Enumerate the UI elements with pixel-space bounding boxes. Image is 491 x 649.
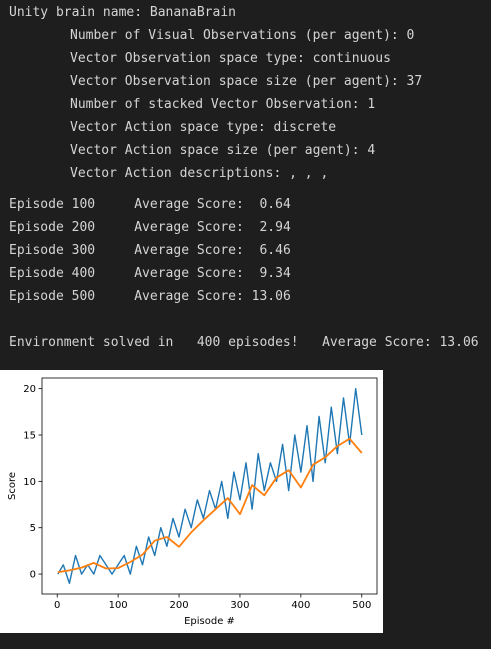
- y-tick-label: 15: [23, 431, 36, 442]
- episode-line-100: Episode 100 Average Score: 0.64: [9, 196, 291, 214]
- y-tick-label: 10: [23, 477, 36, 488]
- x-axis-label: Episode #: [184, 616, 235, 627]
- action-size-line: Vector Action space size (per agent): 4: [70, 142, 375, 160]
- stacked-observation-line: Number of stacked Vector Observation: 1: [70, 96, 375, 114]
- y-tick-label: 5: [30, 523, 36, 534]
- score-plot: 0 100 200 300 400 500 0 5 10 15 20 Episode # Score: [0, 370, 383, 633]
- x-tick-label: 0: [54, 600, 60, 611]
- y-tick-label: 20: [23, 384, 36, 395]
- y-tick-label: 0: [30, 570, 36, 581]
- episode-line-400: Episode 400 Average Score: 9.34: [9, 265, 291, 283]
- x-tick-label: 400: [291, 600, 310, 611]
- episode-line-200: Episode 200 Average Score: 2.94: [9, 219, 291, 237]
- y-axis-label: Score: [7, 472, 18, 500]
- observation-type-line: Vector Observation space type: continuou…: [70, 50, 391, 68]
- episode-line-500: Episode 500 Average Score: 13.06: [9, 288, 291, 306]
- x-tick-label: 300: [230, 600, 249, 611]
- observation-size-line: Vector Observation space size (per agent…: [70, 73, 422, 91]
- score-plot-svg: 0 100 200 300 400 500 0 5 10 15 20 Episode # Score: [0, 370, 383, 633]
- x-tick-label: 200: [169, 600, 188, 611]
- action-descriptions-line: Vector Action descriptions: , , ,: [70, 165, 328, 183]
- x-tick-label: 500: [352, 600, 371, 611]
- x-tick-label: 100: [109, 600, 128, 611]
- visual-observations-line: Number of Visual Observations (per agent…: [70, 27, 414, 45]
- action-type-line: Vector Action space type: discrete: [70, 119, 336, 137]
- solved-line: Environment solved in 400 episodes! Aver…: [9, 334, 479, 352]
- episode-line-300: Episode 300 Average Score: 6.46: [9, 242, 291, 260]
- plot-frame: [42, 378, 377, 594]
- brain-name-line: Unity brain name: BananaBrain: [9, 4, 236, 22]
